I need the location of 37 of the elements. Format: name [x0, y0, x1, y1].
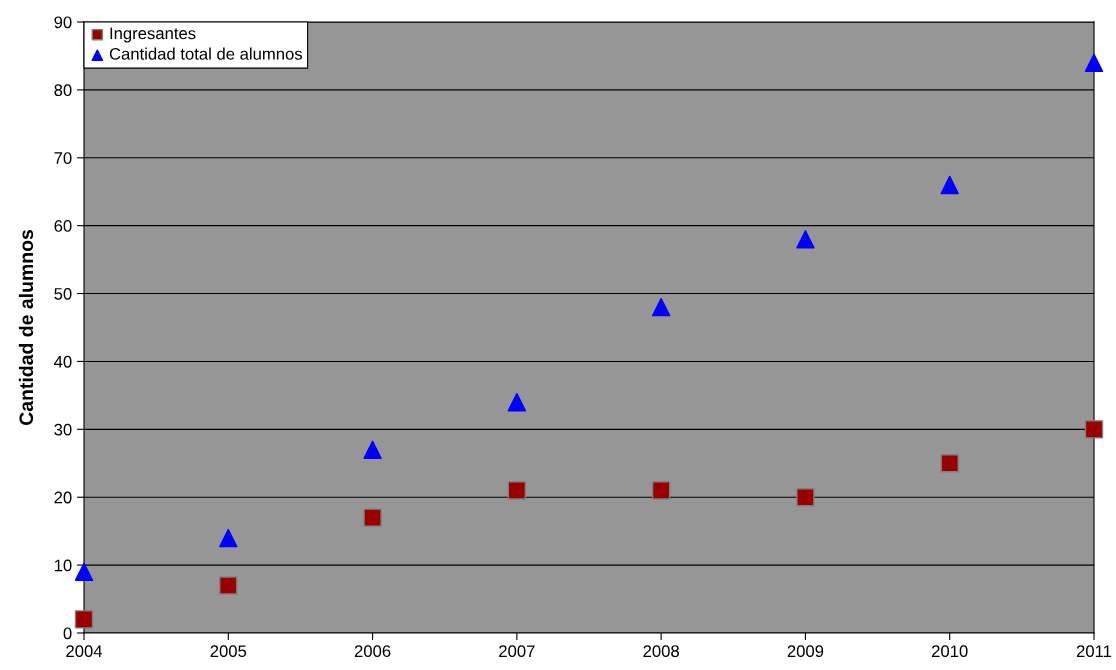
point	[507, 392, 527, 412]
x-tick-label: 2006	[354, 645, 391, 658]
legend-label: Ingresantes	[110, 27, 196, 43]
point	[74, 562, 94, 582]
point	[363, 508, 382, 527]
x-tick-label: 2005	[210, 645, 247, 658]
point	[651, 297, 671, 317]
y-tick-label: 0	[63, 627, 72, 640]
x-tick-label: 2008	[643, 645, 679, 658]
y-tick-label: 90	[54, 16, 72, 29]
point	[219, 528, 238, 548]
y-tick-label: 80	[54, 84, 72, 97]
point	[507, 481, 527, 500]
x-tick-label: 2009	[787, 645, 824, 658]
point	[796, 230, 815, 249]
point	[796, 488, 815, 507]
point	[363, 440, 382, 459]
y-axis-title: Cantidad de alumnos	[18, 229, 34, 426]
y-tick-label: 70	[54, 152, 72, 164]
y-tick-label: 30	[54, 423, 72, 436]
point	[1084, 420, 1104, 439]
x-tick-label: 2004	[66, 645, 103, 658]
point	[219, 576, 238, 595]
x-tick-label: 2011	[1076, 645, 1112, 658]
y-tick-label: 50	[54, 287, 72, 300]
point	[651, 481, 671, 500]
point	[74, 610, 94, 629]
y-tick-label: 20	[54, 491, 72, 504]
y-tick-label: 40	[54, 355, 72, 368]
point	[1084, 53, 1104, 72]
point	[940, 175, 959, 195]
y-tick-label: 10	[54, 559, 72, 572]
x-tick-label: 2007	[499, 645, 535, 658]
legend-label: Cantidad total de alumnos	[109, 47, 303, 60]
point	[940, 454, 959, 473]
y-tick-label: 60	[54, 220, 72, 232]
x-tick-label: 2010	[932, 645, 968, 658]
